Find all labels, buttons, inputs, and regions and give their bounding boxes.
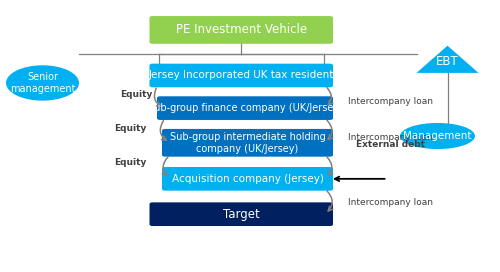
Text: Management: Management	[403, 131, 472, 141]
Text: Intercompany loan: Intercompany loan	[348, 198, 432, 207]
FancyBboxPatch shape	[150, 202, 333, 226]
Text: Equity: Equity	[114, 158, 146, 167]
Text: Sub-group finance company (UK/Jersey): Sub-group finance company (UK/Jersey)	[148, 103, 342, 113]
Text: Target: Target	[223, 208, 260, 221]
FancyBboxPatch shape	[157, 96, 333, 120]
FancyBboxPatch shape	[150, 16, 333, 44]
Text: Acquisition company (Jersey): Acquisition company (Jersey)	[172, 174, 324, 184]
Text: Intercompany loan: Intercompany loan	[348, 97, 432, 106]
Text: Equity: Equity	[120, 90, 152, 99]
FancyBboxPatch shape	[162, 129, 333, 157]
Ellipse shape	[6, 65, 79, 101]
Text: Jersey Incorporated UK tax resident: Jersey Incorporated UK tax resident	[148, 70, 334, 81]
Text: Sub-group intermediate holding
company (UK/Jersey): Sub-group intermediate holding company (…	[170, 132, 326, 154]
FancyBboxPatch shape	[162, 167, 333, 191]
Text: EBT: EBT	[436, 55, 459, 68]
FancyBboxPatch shape	[150, 64, 333, 87]
Ellipse shape	[400, 123, 475, 149]
Text: Intercompany loan: Intercompany loan	[348, 133, 432, 142]
Text: External debt: External debt	[356, 140, 425, 149]
Text: Senior
management: Senior management	[10, 72, 75, 94]
Text: PE Investment Vehicle: PE Investment Vehicle	[176, 23, 307, 36]
Text: Equity: Equity	[114, 124, 146, 133]
Polygon shape	[416, 46, 478, 73]
